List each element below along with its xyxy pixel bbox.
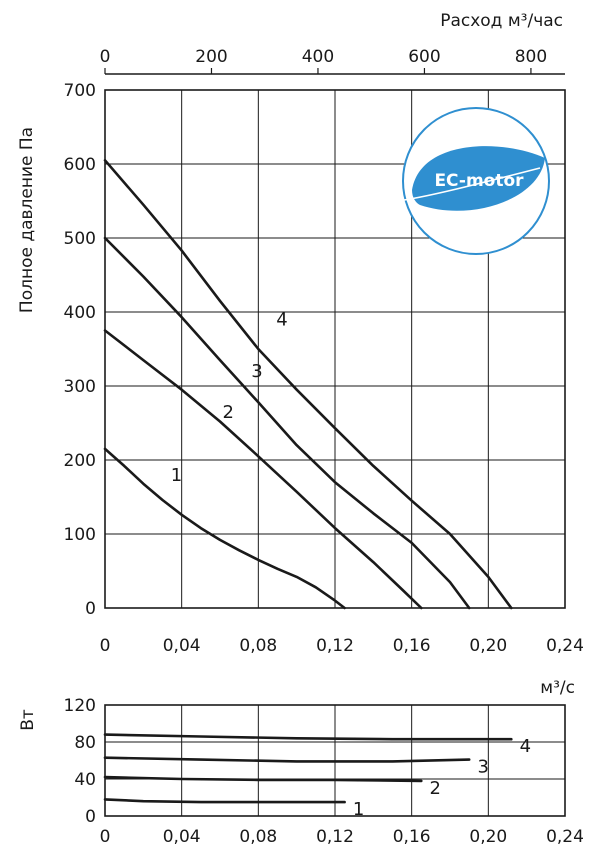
- curve-label-3: 3: [477, 757, 488, 778]
- x2-tick-label: 600: [408, 47, 440, 67]
- x2-tick-label: 0: [100, 47, 111, 67]
- y-tick-label: 200: [64, 451, 96, 471]
- power-curve-labels: 1 2 3 4: [353, 736, 531, 820]
- y-tick-label: 700: [64, 81, 96, 101]
- y-tick-label: 0: [85, 599, 96, 619]
- y-tick-label: 120: [64, 696, 96, 716]
- curve-label-4: 4: [276, 309, 287, 330]
- curve-2: [103, 329, 423, 610]
- pressure-chart: 0 0,04 0,08 0,12 0,16 0,20 0,24 0 100 200 300 400 5…: [17, 11, 584, 698]
- x-tick-label: 0,16: [393, 827, 431, 847]
- curve-label-3: 3: [251, 361, 262, 382]
- x-tick-label: 0: [100, 827, 111, 847]
- curve-1: [103, 447, 346, 610]
- x-tick-label: 0,16: [393, 636, 431, 656]
- pressure-curves: [103, 159, 513, 610]
- ec-motor-logo: EC-motor: [402, 107, 550, 255]
- x-tick-label: 0,04: [163, 636, 201, 656]
- x-tick-label: 0,24: [546, 827, 584, 847]
- curve-4: [103, 159, 513, 610]
- power-x-ticks: 0 0,04 0,08 0,12 0,16 0,20 0,24: [100, 827, 584, 847]
- curve-label-1: 1: [171, 465, 182, 486]
- y-axis-title: Полное давление Па: [17, 127, 37, 313]
- x-axis-title: м³/с: [540, 678, 575, 698]
- power-curves: [103, 733, 513, 804]
- curve-3: [103, 236, 471, 610]
- leaf-icon: [412, 146, 545, 211]
- flow-m3h-axis: 0 200 400 600 800: [100, 47, 565, 75]
- y-tick-label: 0: [85, 807, 96, 827]
- x-tick-label: 0: [100, 636, 111, 656]
- y-tick-label: 600: [64, 155, 96, 175]
- power-plot-frame: [104, 704, 566, 817]
- x2-tick-label: 200: [195, 47, 227, 67]
- curve-label-2: 2: [223, 402, 234, 423]
- x-tick-label: 0,20: [469, 827, 507, 847]
- logo-text: EC-motor: [434, 171, 524, 191]
- x-tick-label: 0,08: [239, 636, 277, 656]
- y-tick-label: 300: [64, 377, 96, 397]
- x-tick-label: 0,12: [316, 636, 354, 656]
- curve-label-1: 1: [353, 799, 364, 820]
- power-y-ticks: 0 40 80 120: [64, 696, 96, 827]
- leaf-stem-icon: [403, 167, 541, 201]
- x-tick-label: 0,04: [163, 827, 201, 847]
- power-y-axis-title: Вт: [18, 709, 38, 731]
- x2-tick-label: 800: [515, 47, 547, 67]
- x2-axis-title: Расход м³/час: [440, 11, 563, 31]
- curve-4: [103, 733, 513, 741]
- curve-label-2: 2: [430, 778, 441, 799]
- curve-label-4: 4: [520, 736, 531, 757]
- y-tick-label: 80: [74, 733, 96, 753]
- pressure-curve-labels: 1 23 4: [171, 309, 288, 485]
- pressure-plot-frame: [104, 89, 566, 609]
- x-tick-label: 0,24: [546, 636, 584, 656]
- curve-3: [103, 756, 471, 763]
- x-tick-label: 0,08: [239, 827, 277, 847]
- x-tick-label: 0,12: [316, 827, 354, 847]
- x2-tick-label: 400: [302, 47, 334, 67]
- pressure-y-ticks: 0 100 200 300 400 500 600 700: [64, 81, 96, 619]
- pressure-x-ticks: 0 0,04 0,08 0,12 0,16 0,20 0,24: [100, 636, 584, 656]
- y-tick-label: 40: [74, 770, 96, 790]
- x-tick-label: 0,20: [469, 636, 507, 656]
- curve-2: [103, 775, 423, 783]
- y-tick-label: 100: [64, 525, 96, 545]
- y-tick-label: 500: [64, 229, 96, 249]
- curve-1: [103, 798, 346, 804]
- y-tick-label: 400: [64, 303, 96, 323]
